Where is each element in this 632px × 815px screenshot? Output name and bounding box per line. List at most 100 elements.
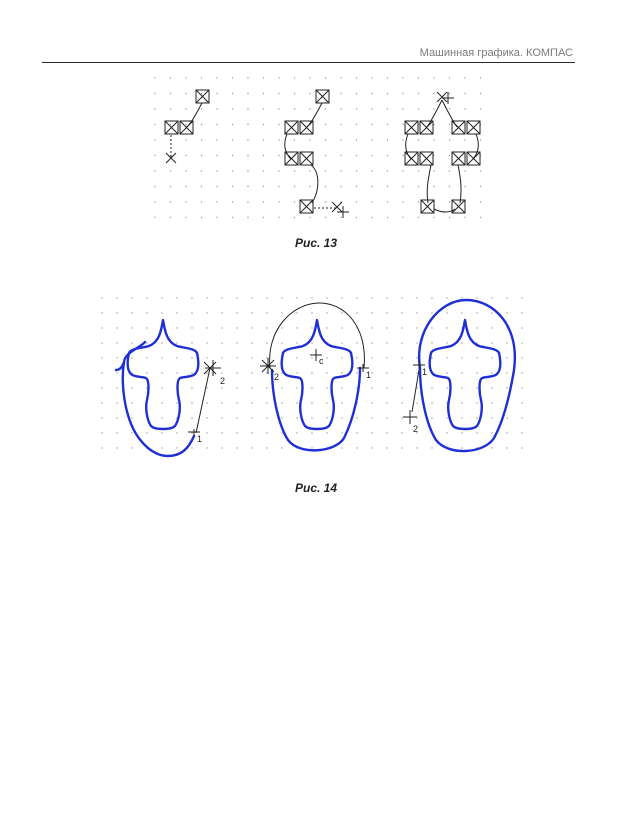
grid-dot bbox=[191, 372, 193, 374]
grid-dot bbox=[476, 312, 478, 314]
grid-dot bbox=[446, 432, 448, 434]
grid-dot bbox=[146, 342, 148, 344]
grid-dot bbox=[169, 123, 172, 126]
grid-dot bbox=[116, 327, 118, 329]
grid-dot bbox=[251, 357, 253, 359]
grid-dot bbox=[278, 185, 280, 188]
grid-dot bbox=[185, 123, 187, 126]
grid-dot bbox=[191, 297, 193, 299]
grid-dot bbox=[386, 327, 388, 329]
grid-dot bbox=[281, 402, 283, 404]
grid-dot bbox=[506, 372, 508, 374]
grid-dot bbox=[355, 201, 358, 203]
grid-dot bbox=[506, 387, 508, 389]
grid-dot bbox=[464, 139, 466, 141]
grid-dot bbox=[355, 77, 358, 79]
grid-dot bbox=[185, 154, 187, 157]
grid-dot bbox=[461, 447, 463, 449]
grid-dot bbox=[324, 154, 327, 157]
grid-dot bbox=[221, 297, 223, 299]
grid-dot bbox=[479, 185, 482, 188]
grid-dot bbox=[169, 201, 172, 203]
dot-grid bbox=[101, 297, 523, 449]
grid-dot bbox=[341, 417, 343, 419]
grid-dot bbox=[309, 185, 311, 188]
grid-dot bbox=[231, 123, 234, 126]
grid-dot bbox=[326, 417, 328, 419]
grid-dot bbox=[341, 342, 343, 344]
grid-dot bbox=[154, 185, 156, 188]
grid-dot bbox=[371, 92, 373, 95]
grid-dot bbox=[506, 357, 508, 359]
grid-dot bbox=[506, 312, 508, 314]
inner-contour bbox=[126, 318, 200, 431]
grid-dot bbox=[216, 139, 218, 141]
point-label: c bbox=[319, 356, 324, 366]
grid-dot bbox=[402, 108, 404, 110]
grid-dot bbox=[431, 402, 433, 404]
grid-dot bbox=[491, 417, 493, 419]
grid-dot bbox=[401, 327, 403, 329]
grid-dot bbox=[448, 92, 451, 95]
grid-dot bbox=[371, 372, 373, 374]
grid-dot bbox=[131, 327, 133, 329]
grid-dot bbox=[491, 327, 493, 329]
handle-box bbox=[404, 151, 419, 166]
grid-dot bbox=[146, 327, 148, 329]
grid-dot bbox=[278, 139, 280, 141]
grid-dot bbox=[262, 108, 265, 110]
grid-dot bbox=[191, 432, 193, 434]
grid-dot bbox=[491, 357, 493, 359]
grid-dot bbox=[431, 342, 433, 344]
grid-dot bbox=[116, 432, 118, 434]
grid-dot bbox=[461, 357, 463, 359]
grid-dot bbox=[340, 170, 342, 172]
grid-dot bbox=[293, 108, 296, 110]
handle-box bbox=[284, 120, 299, 135]
grid-dot bbox=[200, 139, 203, 141]
point-marker-2 bbox=[403, 410, 417, 424]
grid-dot bbox=[176, 342, 178, 344]
outer-contour bbox=[270, 366, 362, 452]
grid-dot bbox=[311, 342, 313, 344]
grid-dot bbox=[521, 357, 523, 359]
grid-dot bbox=[491, 447, 493, 449]
grid-dot bbox=[251, 432, 253, 434]
grid-dot bbox=[146, 297, 148, 299]
grid-dot bbox=[324, 123, 327, 126]
grid-dot bbox=[101, 327, 103, 329]
grid-dot bbox=[262, 170, 265, 172]
grid-dot bbox=[185, 77, 187, 79]
handle-box bbox=[420, 199, 435, 214]
grid-dot bbox=[296, 432, 298, 434]
grid-dot bbox=[401, 432, 403, 434]
grid-dot bbox=[216, 92, 218, 95]
grid-dot bbox=[371, 327, 373, 329]
grid-dot bbox=[371, 154, 373, 157]
grid-dot bbox=[191, 417, 193, 419]
grid-dot bbox=[326, 387, 328, 389]
grid-dot bbox=[521, 387, 523, 389]
handle-box bbox=[299, 151, 314, 166]
grid-dot bbox=[433, 92, 435, 95]
grid-dot bbox=[200, 201, 203, 203]
grid-dot bbox=[446, 417, 448, 419]
grid-dot bbox=[216, 185, 218, 188]
grid-dot bbox=[281, 387, 283, 389]
grid-dot bbox=[101, 357, 103, 359]
grid-dot bbox=[386, 402, 388, 404]
grid-dot bbox=[131, 297, 133, 299]
grid-dot bbox=[476, 342, 478, 344]
grid-dot bbox=[216, 123, 218, 126]
grid-dot bbox=[221, 342, 223, 344]
grid-dot bbox=[417, 92, 420, 95]
grid-dot bbox=[251, 417, 253, 419]
grid-dot bbox=[416, 447, 418, 449]
grid-dot bbox=[371, 387, 373, 389]
grid-dot bbox=[341, 312, 343, 314]
grid-dot bbox=[386, 432, 388, 434]
grid-dot bbox=[386, 201, 389, 203]
grid-dot bbox=[200, 170, 203, 172]
handle-box bbox=[284, 151, 299, 166]
grid-dot bbox=[262, 216, 265, 219]
